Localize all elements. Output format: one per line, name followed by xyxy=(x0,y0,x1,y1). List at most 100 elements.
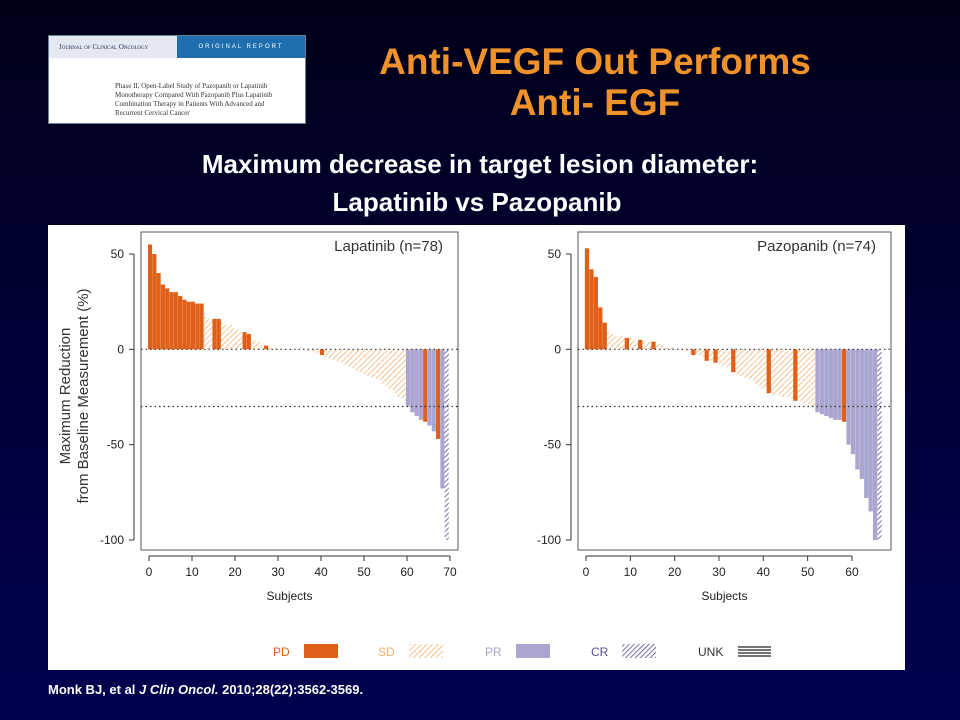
legend-label-pd: PD xyxy=(273,645,290,659)
bar-sd xyxy=(315,349,320,354)
bar-pr xyxy=(868,349,873,512)
bar-sd xyxy=(362,349,368,375)
bar-sd xyxy=(686,349,692,354)
bar-pr xyxy=(859,349,864,479)
bar-sd xyxy=(806,349,811,405)
bar-sd xyxy=(784,349,789,397)
journal-name: Journal of Clinical Oncology xyxy=(49,36,177,58)
bar-sd xyxy=(775,349,780,396)
bar-pd xyxy=(199,303,204,350)
x-tick-label: 0 xyxy=(583,565,590,579)
bar-pr xyxy=(418,349,423,420)
bar-sd xyxy=(393,349,398,394)
bar-pd xyxy=(423,349,428,422)
legend-swatch-sd xyxy=(409,644,443,658)
legend-label-unk: UNK xyxy=(698,645,723,659)
bar-sd xyxy=(345,349,350,367)
bar-sd xyxy=(302,349,307,350)
bar-pd xyxy=(598,307,603,350)
y-tick-label: 0 xyxy=(117,342,124,356)
bar-sd xyxy=(660,345,665,350)
bar-sd xyxy=(371,349,376,378)
waterfall-figure: 50 0 -50 -100 0 10 20 30 40 50 60 70 Subjects Lapatin… xyxy=(57,231,892,659)
bar-sd xyxy=(375,349,380,380)
bar-sd xyxy=(307,349,312,352)
bar-sd xyxy=(740,349,745,377)
bar-pd xyxy=(195,303,200,350)
bar-pr xyxy=(815,349,820,413)
article-title-line: Combination Therapy in Patients With Adv… xyxy=(115,100,265,108)
x-tick-label: 60 xyxy=(845,565,859,579)
bar-sd xyxy=(238,332,243,350)
bar-sd xyxy=(646,341,652,350)
journal-thumbnail: Journal of Clinical Oncology ORIGINAL RE… xyxy=(48,35,306,124)
y-tick-label: -100 xyxy=(100,533,124,547)
bar-sd xyxy=(233,328,239,350)
legend-swatch-cr xyxy=(622,644,656,658)
bar-sd xyxy=(388,349,393,390)
bar-pd xyxy=(766,349,771,394)
bar-sd xyxy=(611,334,616,350)
bar-pd xyxy=(713,349,718,363)
bar-sd xyxy=(251,339,256,350)
x-tick-label: 40 xyxy=(314,565,328,579)
bar-pd xyxy=(589,269,594,350)
x-tick-label: 70 xyxy=(443,565,457,579)
x-tick-label: 30 xyxy=(271,565,285,579)
bar-sd xyxy=(225,324,230,350)
bar-sd xyxy=(722,349,727,367)
plot-frame xyxy=(140,231,459,551)
bar-sd xyxy=(358,349,363,373)
journal-tag: ORIGINAL REPORT xyxy=(177,36,305,58)
figure-panel: 50 0 -50 -100 0 10 20 30 40 50 60 70 Subjects Lapatin… xyxy=(48,225,905,670)
bar-sd xyxy=(294,349,299,350)
bar-pr xyxy=(864,349,869,499)
bar-pr xyxy=(427,349,432,426)
bar-pr xyxy=(819,349,825,415)
y-tick-label: 0 xyxy=(554,342,561,356)
bar-sd xyxy=(771,349,776,396)
article-title-line: Monotherapy Compared With Pazopanib Plus… xyxy=(115,91,273,99)
y-axis-label: from Baseline Measurement (%) xyxy=(75,288,92,503)
x-tick-label: 20 xyxy=(228,565,242,579)
bar-sd xyxy=(726,349,731,369)
legend-swatch-pr xyxy=(516,644,550,658)
bar-pd xyxy=(731,349,736,373)
bar-pd xyxy=(319,349,325,356)
bar-sd xyxy=(788,349,794,399)
bar-sd xyxy=(717,349,723,365)
bar-pr xyxy=(405,349,411,407)
panel-title: Lapatinib (n=78) xyxy=(334,238,443,255)
bar-sd xyxy=(664,347,669,350)
bar-pd xyxy=(602,322,607,350)
bar-pd xyxy=(212,318,217,350)
bar-sd xyxy=(744,349,749,378)
bar-pd xyxy=(651,341,656,350)
bar-pd xyxy=(264,345,269,350)
bar-sd xyxy=(203,316,208,350)
bar-sd xyxy=(324,349,329,357)
bar-pr xyxy=(850,349,856,455)
bar-sd xyxy=(673,349,678,350)
y-tick-label: 50 xyxy=(548,247,562,261)
bar-sd xyxy=(208,318,213,350)
bar-pd xyxy=(169,292,174,350)
legend-swatch-pd xyxy=(304,644,338,658)
bar-pr xyxy=(837,349,842,420)
bar-pr xyxy=(828,349,833,418)
bar-pr xyxy=(872,349,878,540)
bar-pd xyxy=(436,349,441,439)
bar-sd xyxy=(655,343,661,350)
x-tick-label: 60 xyxy=(400,565,414,579)
x-axis-label: Subjects xyxy=(266,589,312,603)
bar-pd xyxy=(242,332,247,350)
bar-sd xyxy=(337,349,342,363)
bar-sd xyxy=(682,349,687,352)
bar-pd xyxy=(173,292,178,350)
legend-label-cr: CR xyxy=(591,645,609,659)
bar-pr xyxy=(440,349,445,489)
citation: Monk BJ, et al J Clin Oncol. 2010;28(22)… xyxy=(48,682,363,697)
bar-pd xyxy=(216,318,221,350)
plot-frame xyxy=(577,231,892,551)
y-axis-label: Maximum Reduction xyxy=(57,328,74,465)
